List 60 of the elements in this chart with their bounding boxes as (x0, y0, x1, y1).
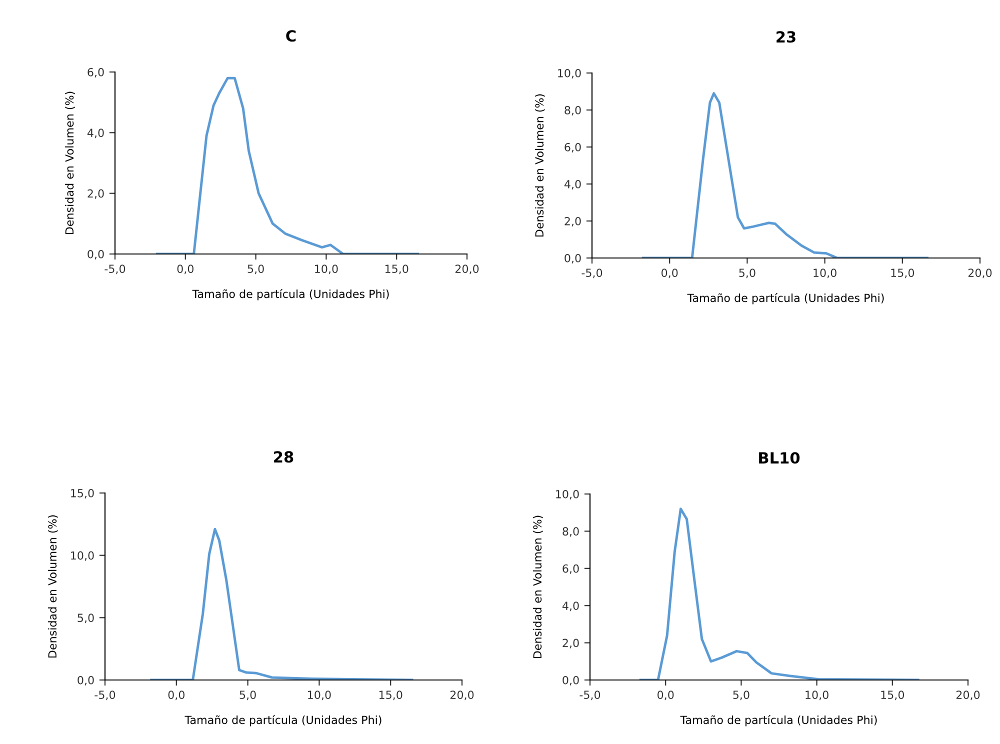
y-tick-label: 10,0 (558, 68, 581, 79)
y-tick-label: 0,0 (88, 250, 104, 260)
y-tick-label: 8,0 (564, 106, 581, 116)
x-tick-label: 5,0 (739, 268, 756, 278)
y-tick-label: 6,0 (562, 564, 579, 574)
x-tick-label: 20,0 (450, 690, 474, 700)
chart-title: 28 (274, 451, 294, 463)
x-tick-label: 20,0 (968, 268, 992, 278)
y-tick-label: 0,0 (564, 254, 581, 264)
x-tick-label: -5,0 (94, 690, 116, 700)
y-tick-label: 6,0 (88, 68, 104, 78)
y-tick-label: 6,0 (564, 142, 581, 153)
x-tick-label: 0,0 (662, 268, 678, 278)
y-axis-title: Densidad en Volumen (%) (48, 515, 58, 658)
y-tick-label: 10,0 (556, 490, 579, 500)
x-tick-label: 10,0 (806, 690, 828, 700)
x-tick-label: -5,0 (582, 268, 602, 278)
x-tick-label: 0,0 (658, 690, 674, 700)
x-tick-label: 15,0 (385, 264, 408, 274)
x-tick-label: 5,0 (240, 690, 256, 700)
x-tick-label: 10,0 (308, 690, 331, 700)
y-tick-label: 4,0 (562, 602, 579, 612)
y-tick-label: 15,0 (71, 488, 94, 499)
y-tick-label: 2,0 (88, 189, 104, 199)
x-tick-label: 5,0 (733, 690, 750, 700)
y-tick-label: 8,0 (562, 527, 579, 537)
y-tick-label: 10,0 (71, 551, 94, 561)
x-axis-title: Tamaño de partícula (Unidades Phi) (680, 715, 877, 726)
y-axis-title: Densidad en Volumen (%) (65, 92, 75, 234)
line-series (150, 528, 414, 680)
line-series (642, 92, 928, 258)
chart-title: BL10 (759, 452, 800, 464)
y-tick-label: 0,0 (78, 676, 94, 686)
line-series (156, 76, 419, 254)
x-tick-label: 10,0 (814, 268, 836, 278)
line-series (639, 508, 920, 680)
x-tick-label: 15,0 (881, 690, 904, 700)
x-tick-label: 0,0 (168, 690, 184, 700)
x-tick-label: 20,0 (956, 690, 980, 700)
x-axis-title: Tamaño de partícula (Unidades Phi) (192, 289, 389, 300)
x-tick-label: 15,0 (891, 268, 914, 278)
y-tick-label: 4,0 (87, 128, 104, 138)
y-tick-label: 0,0 (562, 676, 579, 686)
y-axis-title: Densidad en Volumen (%) (534, 94, 545, 237)
y-tick-label: 5,0 (78, 614, 94, 624)
chart-title: C (286, 30, 296, 42)
y-tick-label: 4,0 (564, 180, 581, 190)
x-tick-label: 20,0 (455, 264, 479, 274)
x-tick-label: 15,0 (379, 690, 402, 700)
x-tick-label: 5,0 (248, 264, 264, 274)
x-tick-label: 0,0 (177, 264, 194, 274)
x-axis-title: Tamaño de partícula (Unidades Phi) (184, 715, 382, 726)
x-tick-label: 10,0 (315, 264, 338, 274)
chart-title: 23 (776, 31, 796, 43)
y-axis-title: Densidad en Volumen (%) (532, 516, 543, 658)
x-axis-title: Tamaño de partícula (Unidades Phi) (687, 293, 884, 304)
x-tick-label: -5,0 (104, 264, 126, 274)
y-tick-label: 2,0 (564, 216, 581, 227)
y-tick-label: 2,0 (562, 638, 579, 648)
x-tick-label: -5,0 (580, 690, 600, 700)
